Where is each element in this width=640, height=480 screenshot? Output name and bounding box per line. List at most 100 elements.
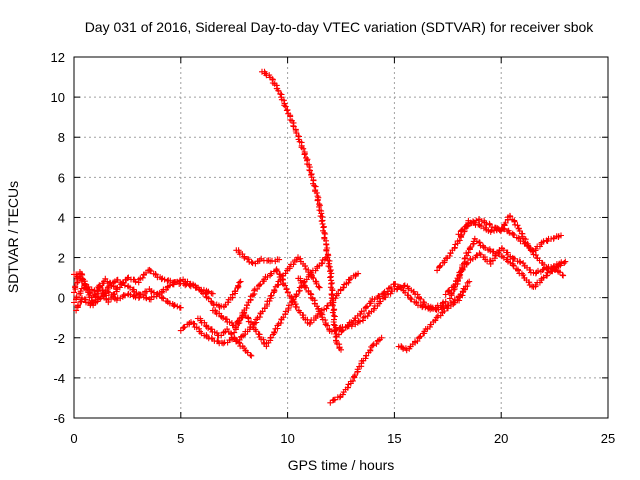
data-point: [126, 277, 128, 279]
data-point: [90, 293, 92, 295]
data-point: [372, 345, 374, 347]
data-point: [116, 291, 118, 293]
data-point: [419, 305, 421, 307]
data-point: [73, 291, 75, 293]
marker-cluster: [395, 286, 468, 354]
data-point: [235, 249, 237, 251]
data-point: [148, 289, 150, 291]
x-tick-label: 0: [70, 431, 77, 446]
data-point: [351, 381, 353, 383]
data-point: [223, 343, 225, 345]
y-tick-label: -6: [53, 411, 65, 426]
data-point: [90, 305, 92, 307]
data-point: [432, 309, 434, 311]
data-point: [464, 289, 466, 291]
data-point: [383, 297, 385, 299]
data-point: [500, 247, 502, 249]
data-point: [105, 279, 107, 281]
data-point: [468, 281, 470, 283]
data-point: [73, 301, 75, 303]
data-point: [466, 253, 468, 255]
data-point: [197, 317, 199, 319]
data-point: [308, 291, 310, 293]
x-tick-label: 15: [387, 431, 401, 446]
x-tick-label: 20: [494, 431, 508, 446]
data-point: [180, 307, 182, 309]
data-point: [255, 329, 257, 331]
data-point: [457, 279, 459, 281]
data-point: [317, 196, 319, 198]
series-track-13: [335, 281, 449, 338]
series-track-10: [259, 68, 344, 353]
data-point: [554, 237, 556, 238]
marker-cluster: [71, 269, 120, 306]
data-point: [244, 349, 246, 351]
data-point: [319, 311, 321, 313]
data-point: [212, 309, 214, 311]
data-point: [415, 293, 417, 295]
data-point: [351, 325, 353, 327]
data-point: [287, 269, 289, 271]
data-point: [223, 307, 225, 309]
data-point: [522, 263, 524, 265]
data-point: [534, 255, 536, 257]
data-point: [361, 361, 363, 363]
data-point: [218, 335, 220, 337]
data-point: [500, 230, 502, 232]
data-point: [297, 277, 299, 279]
data-point: [415, 341, 417, 343]
y-tick-label: 6: [58, 170, 65, 185]
data-point: [336, 341, 338, 343]
data-point: [158, 293, 160, 295]
series-track-4: [71, 269, 120, 306]
data-point: [517, 226, 519, 228]
data-point: [79, 271, 81, 273]
data-point: [169, 285, 171, 287]
data-point: [381, 337, 383, 339]
data-point: [244, 333, 246, 335]
data-point: [287, 110, 289, 112]
data-point: [560, 234, 562, 236]
data-point: [308, 275, 310, 277]
data-point: [180, 329, 182, 331]
data-point: [180, 283, 182, 285]
data-point: [276, 269, 278, 271]
series-track-3: [73, 276, 244, 314]
data-point: [490, 263, 492, 265]
data-point: [276, 327, 278, 329]
data-point: [137, 293, 139, 295]
data-point: [319, 287, 321, 289]
data-point: [255, 321, 257, 323]
data-point: [351, 321, 353, 323]
data-point: [107, 287, 109, 289]
data-point: [470, 259, 472, 261]
data-point: [490, 230, 492, 232]
data-point: [73, 273, 75, 275]
marker-cluster: [295, 275, 473, 335]
data-point: [511, 263, 513, 265]
data-point: [308, 323, 310, 325]
data-point: [180, 279, 182, 281]
x-axis-label: GPS time / hours: [288, 457, 395, 473]
data-point: [261, 70, 263, 72]
data-point: [329, 271, 331, 273]
data-point: [233, 331, 235, 333]
data-point: [148, 299, 150, 301]
data-point: [543, 241, 545, 243]
data-point: [445, 301, 447, 303]
data-point: [457, 232, 459, 234]
data-point: [402, 289, 404, 291]
data-point: [393, 283, 395, 285]
data-point: [522, 275, 524, 277]
data-point: [509, 214, 511, 216]
data-point: [169, 303, 171, 305]
marker-cluster: [177, 319, 255, 359]
data-point: [361, 319, 363, 321]
data-point: [406, 349, 408, 351]
y-axis-label: SDTVAR / TECUs: [5, 181, 21, 293]
data-point: [158, 277, 160, 279]
data-point: [297, 257, 299, 259]
data-point: [86, 289, 88, 291]
x-tick-label: 25: [601, 431, 615, 446]
y-tick-label: 4: [58, 210, 65, 225]
